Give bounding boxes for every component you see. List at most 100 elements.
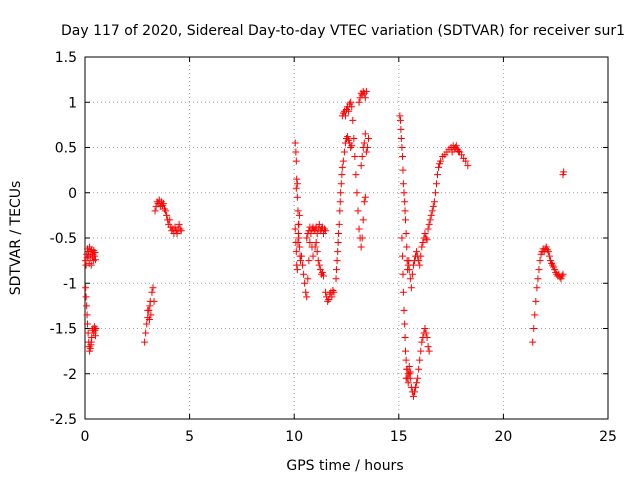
data-point	[90, 323, 98, 331]
data-point	[291, 225, 299, 233]
data-point	[450, 145, 458, 153]
data-point	[416, 356, 424, 364]
data-point	[401, 216, 409, 224]
data-point	[315, 261, 323, 269]
data-point	[543, 246, 551, 254]
data-point	[396, 116, 404, 124]
data-point	[409, 261, 417, 269]
data-point	[400, 189, 408, 197]
data-point	[350, 134, 358, 142]
data-point	[417, 252, 425, 260]
data-point	[399, 288, 407, 296]
data-point	[334, 239, 342, 247]
data-point	[291, 139, 299, 147]
data-point	[293, 266, 301, 274]
data-point	[337, 180, 345, 188]
data-point	[341, 112, 349, 120]
data-point	[406, 368, 414, 376]
data-point	[362, 148, 370, 156]
data-point	[298, 252, 306, 260]
data-point	[401, 347, 409, 355]
data-point	[421, 229, 429, 237]
data-point	[422, 329, 430, 337]
data-point	[305, 257, 313, 265]
data-point	[427, 211, 435, 219]
data-point	[464, 162, 472, 170]
data-point	[398, 144, 406, 151]
data-point	[408, 270, 416, 278]
data-point	[292, 157, 300, 165]
data-point	[349, 116, 357, 124]
data-point	[354, 207, 362, 215]
data-point	[401, 207, 409, 215]
data-point	[147, 311, 155, 319]
data-point	[353, 189, 361, 197]
data-point	[142, 329, 150, 337]
data-point	[338, 163, 346, 171]
data-point	[397, 125, 405, 133]
x-tick-label: 10	[285, 429, 303, 445]
data-point	[163, 211, 171, 219]
data-point	[422, 234, 430, 242]
data-point	[318, 268, 326, 276]
data-point	[305, 227, 313, 235]
data-point	[403, 243, 411, 251]
data-point	[303, 293, 311, 301]
data-point	[364, 134, 372, 142]
data-point	[330, 288, 338, 296]
data-point	[437, 157, 445, 165]
data-point	[86, 344, 94, 352]
data-point	[293, 193, 301, 201]
data-point	[398, 234, 406, 242]
data-point	[294, 229, 302, 237]
data-point	[425, 220, 433, 228]
data-point	[399, 166, 407, 174]
data-point	[532, 297, 540, 305]
data-point	[91, 332, 99, 340]
data-point	[410, 388, 418, 396]
data-point	[458, 151, 466, 159]
data-point	[302, 288, 310, 296]
data-point	[84, 320, 92, 328]
data-point	[148, 288, 156, 296]
x-tick-label: 0	[81, 429, 90, 445]
data-point	[90, 247, 98, 255]
data-point	[535, 266, 543, 274]
data-point	[171, 223, 179, 231]
data-point	[409, 392, 417, 400]
data-point	[418, 338, 426, 346]
data-point	[406, 275, 414, 283]
data-point	[413, 379, 421, 387]
data-point	[401, 334, 409, 342]
data-point	[419, 239, 427, 247]
data-point	[336, 207, 344, 215]
data-point	[430, 198, 438, 206]
data-point	[312, 239, 320, 247]
data-point	[549, 261, 557, 269]
data-point	[177, 227, 185, 235]
data-point	[358, 234, 366, 242]
data-point	[424, 343, 432, 351]
data-point	[435, 163, 443, 171]
y-tick-label: 0	[68, 186, 77, 202]
data-point	[414, 374, 422, 382]
data-point	[340, 148, 348, 156]
data-point	[335, 220, 343, 228]
data-point	[88, 334, 96, 342]
data-point	[83, 302, 91, 310]
data-point	[360, 198, 368, 206]
data-point	[333, 257, 341, 265]
data-point	[360, 139, 368, 147]
data-point	[421, 325, 429, 332]
data-point	[338, 171, 346, 179]
data-point	[361, 130, 369, 138]
data-point	[462, 157, 470, 165]
data-point	[90, 252, 98, 260]
data-point	[321, 225, 329, 233]
data-point	[357, 162, 365, 170]
data-point	[309, 252, 317, 260]
data-point	[529, 338, 537, 346]
data-point	[416, 261, 424, 269]
x-axis-label: GPS time / hours	[286, 458, 403, 474]
data-point	[548, 259, 556, 267]
